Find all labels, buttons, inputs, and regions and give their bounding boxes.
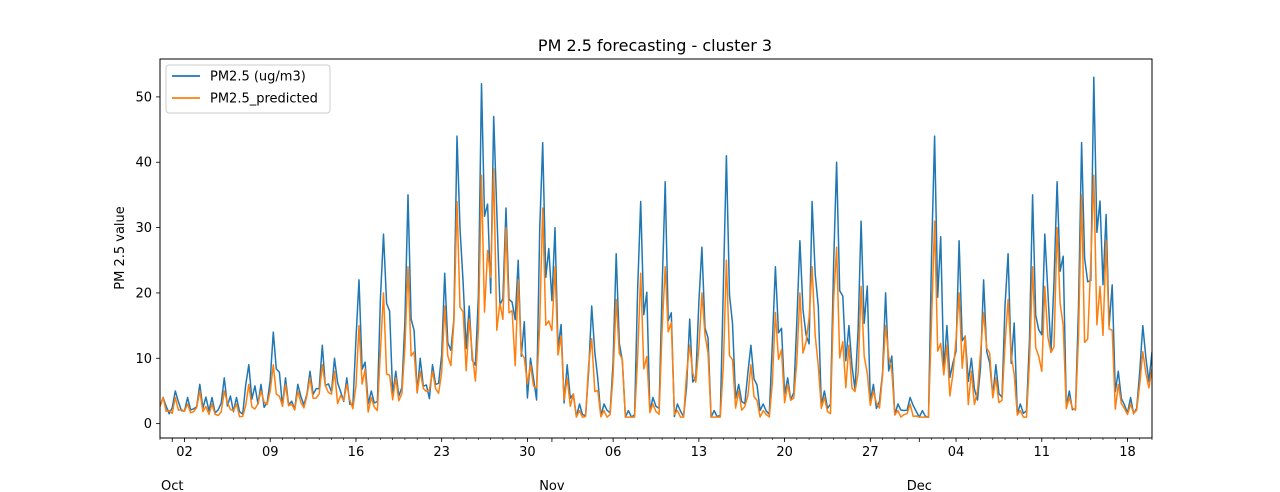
x-tick-label: 02 — [176, 445, 193, 460]
x-month-label: Oct — [161, 479, 183, 492]
x-tick-label: 06 — [605, 445, 622, 460]
plot-area — [160, 76, 1152, 418]
x-tick-label: 13 — [691, 445, 708, 460]
legend: PM2.5 (ug/m3) PM2.5_predicted — [165, 64, 331, 114]
legend-box — [165, 64, 331, 114]
axes-frame — [159, 58, 1153, 439]
x-month-label: Dec — [907, 479, 932, 492]
x-tick-label: 18 — [1119, 445, 1136, 460]
series-line-1 — [160, 168, 1152, 418]
y-tick-label: 30 — [135, 221, 152, 236]
legend-label: PM2.5 (ug/m3) — [210, 70, 306, 85]
x-month-label: Nov — [539, 479, 565, 492]
x-tick-label: 30 — [519, 445, 536, 460]
legend-label: PM2.5_predicted — [210, 92, 318, 107]
chart-title: PM 2.5 forecasting - cluster 3 — [538, 36, 772, 55]
x-tick-label: 27 — [862, 445, 879, 460]
axes: 0 10 20 30 40 50 02 09 16 23 30 06 13 20 27 04 11 18 Oct No… — [135, 58, 1153, 492]
x-tick-label: 11 — [1034, 445, 1051, 460]
y-tick-label: 40 — [135, 156, 152, 171]
y-tick-label: 20 — [135, 286, 152, 301]
x-tick-label: 16 — [348, 445, 365, 460]
x-tick-label: 23 — [433, 445, 450, 460]
y-tick-label: 10 — [135, 352, 152, 367]
y-axis-label: PM 2.5 value — [113, 206, 128, 290]
x-tick-label: 20 — [776, 445, 793, 460]
y-tick-label: 0 — [144, 417, 152, 432]
y-tick-label: 50 — [135, 90, 152, 105]
x-tick-label: 04 — [948, 445, 965, 460]
x-tick-label: 09 — [262, 445, 279, 460]
